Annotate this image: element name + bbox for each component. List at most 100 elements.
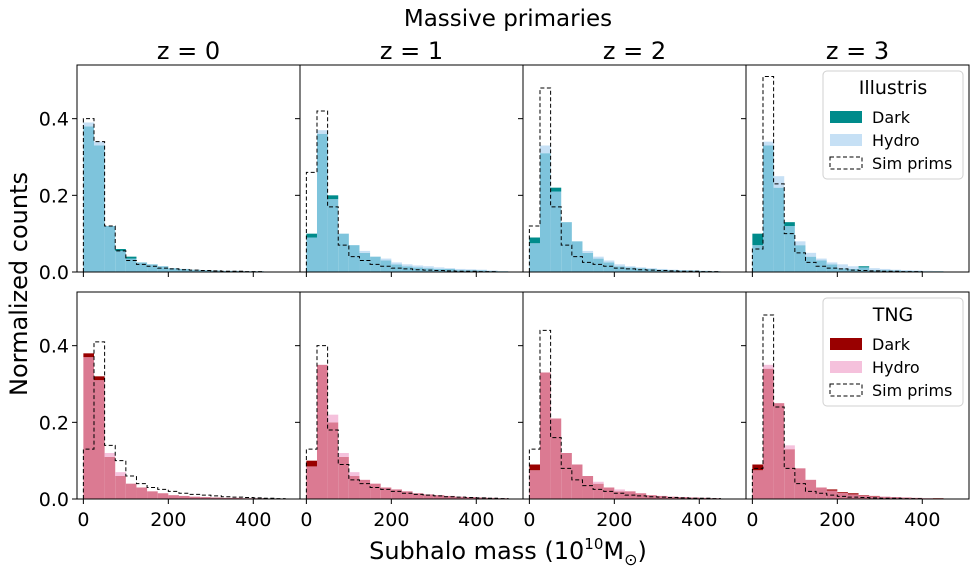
hydro-bar [402, 264, 413, 266]
hydro-bar [890, 270, 901, 271]
overlap-bar [105, 457, 116, 499]
x-tick-label: 400 [904, 509, 940, 531]
hydro-bar [540, 146, 551, 154]
overlap-bar [94, 380, 105, 499]
y-tick-label: 0.0 [39, 489, 69, 511]
dark-bar [827, 489, 838, 490]
panel-illustris-1 [295, 65, 523, 277]
dark-bar [126, 257, 137, 259]
legend-label: Dark [872, 335, 911, 354]
x-tick-label: 0 [77, 509, 89, 531]
hydro-bar [582, 251, 593, 253]
hydro-bar [593, 257, 604, 259]
panel-illustris-2 [518, 65, 746, 277]
x-tick-label: 0 [523, 509, 535, 531]
dark-bar [837, 492, 848, 493]
legend-swatch [830, 134, 862, 146]
overlap-bar [126, 484, 137, 499]
overlap-bar [774, 188, 785, 272]
sim-prims-step [529, 88, 741, 272]
overlap-bar [168, 495, 179, 499]
overlap-bar [306, 466, 317, 499]
dark-bar [306, 234, 317, 238]
dark-bar [83, 353, 94, 357]
panel-tng-1: 0 200 400 [295, 292, 523, 531]
overlap-bar [752, 470, 763, 499]
hydro-bar [338, 453, 349, 457]
overlap-bar [625, 267, 636, 272]
hydro-bar [359, 251, 370, 253]
column-title: z = 0 [157, 37, 220, 65]
hydro-bar [328, 415, 339, 423]
overlap-bar [551, 192, 562, 273]
overlap-bar [317, 134, 328, 272]
overlap-bar [784, 226, 795, 272]
hydro-bar [636, 267, 647, 268]
overlap-bar [784, 449, 795, 499]
legend-label: Sim prims [872, 154, 952, 173]
overlap-bar [551, 419, 562, 500]
panel-illustris-0: 0.00.20.4 [39, 65, 300, 284]
overlap-bar [795, 245, 806, 272]
legend-label: Hydro [872, 358, 920, 377]
figure-xlabel-unit: M [603, 537, 624, 565]
hydro-bar [476, 270, 487, 271]
y-tick-label: 0.4 [39, 336, 69, 358]
column-title: z = 2 [603, 37, 666, 65]
x-tick-label: 200 [819, 509, 855, 531]
legend-swatch [830, 111, 862, 123]
overlap-bar [529, 470, 540, 499]
overlap-bar [540, 373, 551, 500]
hydro-bar [391, 262, 402, 264]
sim-prims-step [83, 119, 295, 272]
overlap-bar [105, 226, 116, 272]
figure-xlabel-main: Subhalo mass (10 [369, 537, 584, 565]
overlap-bar [328, 199, 339, 272]
hydro-bar [774, 176, 785, 188]
hydro-bar [604, 261, 615, 263]
overlap-bar [614, 266, 625, 272]
x-tick-label: 200 [373, 509, 409, 531]
dark-bar [752, 465, 763, 471]
hydro-bar [614, 489, 625, 491]
y-tick-label: 0.2 [39, 185, 69, 207]
column-title: z = 3 [826, 37, 889, 65]
overlap-bar [147, 264, 158, 272]
overlap-bar [561, 453, 572, 499]
y-tick-label: 0.0 [39, 262, 69, 284]
x-tick-label: 0 [300, 509, 312, 531]
overlap-bar [158, 493, 169, 499]
overlap-bar [359, 253, 370, 272]
legend-swatch [830, 361, 862, 373]
hydro-bar [455, 269, 466, 270]
hydro-bar [423, 266, 434, 268]
figure-xlabel: Subhalo mass (1010M⊙) [369, 535, 647, 569]
x-tick-label: 400 [458, 509, 494, 531]
legend-label: Dark [872, 108, 911, 127]
overlap-bar [317, 365, 328, 499]
dark-bar [551, 188, 562, 192]
dark-bar [529, 238, 540, 244]
dark-bar [94, 376, 105, 380]
legend-swatch [830, 338, 862, 350]
overlap-bar [338, 234, 349, 272]
column-title: z = 1 [380, 37, 443, 65]
overlap-bar [83, 357, 94, 499]
hydro-bar [816, 259, 827, 261]
overlap-bar [529, 243, 540, 272]
dark-bar [306, 461, 317, 467]
hydro-bar [901, 270, 912, 271]
hydro-bar [434, 267, 445, 269]
hydro-bar [105, 453, 116, 457]
hydro-bar [381, 259, 392, 261]
hydro-bar [837, 264, 848, 268]
hydro-bar [94, 142, 105, 146]
figure-suptitle: Massive primaries [404, 6, 612, 32]
overlap-bar [774, 403, 785, 499]
hydro-bar [763, 365, 774, 369]
hydro-bar [614, 264, 625, 266]
hydro-bar [795, 241, 806, 245]
overlap-bar [338, 457, 349, 499]
